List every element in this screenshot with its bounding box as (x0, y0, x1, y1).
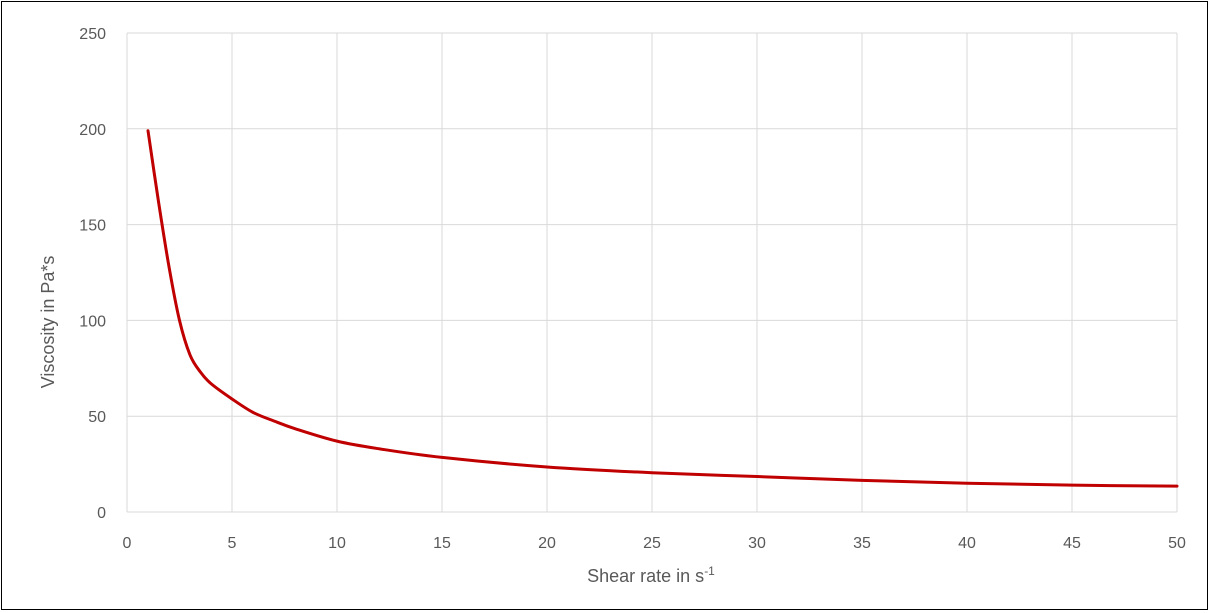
x-axis-title-text: Shear rate in s (587, 566, 704, 586)
x-tick-label: 50 (1168, 535, 1186, 552)
x-tick-label: 20 (538, 535, 556, 552)
y-tick-label: 100 (79, 313, 106, 330)
y-tick-label: 200 (79, 122, 106, 139)
x-tick-label: 0 (123, 535, 132, 552)
x-tick-label: 10 (328, 535, 346, 552)
y-tick-label: 0 (97, 505, 106, 522)
x-tick-label: 40 (958, 535, 976, 552)
y-tick-label: 150 (79, 218, 106, 235)
x-tick-label: 5 (228, 535, 237, 552)
x-tick-label: 15 (433, 535, 451, 552)
y-axis-tick-labels: 0 50 100 150 200 250 (79, 26, 106, 522)
grid-lines (126, 32, 1178, 513)
x-tick-label: 45 (1063, 535, 1081, 552)
y-tick-label: 250 (79, 26, 106, 43)
x-tick-label: 25 (643, 535, 661, 552)
x-tick-label: 35 (853, 535, 871, 552)
viscosity-series-line (146, 129, 1179, 488)
x-tick-label: 30 (748, 535, 766, 552)
y-tick-label: 50 (88, 409, 106, 426)
x-axis-title-superscript: -1 (704, 564, 715, 578)
x-axis-title: Shear rate in s-1 (587, 564, 715, 586)
y-axis-title: Viscosity in Pa*s (38, 256, 58, 389)
x-axis-tick-labels: 0 5 10 15 20 25 30 35 40 45 50 (123, 535, 1186, 552)
series-layer (146, 129, 1179, 488)
